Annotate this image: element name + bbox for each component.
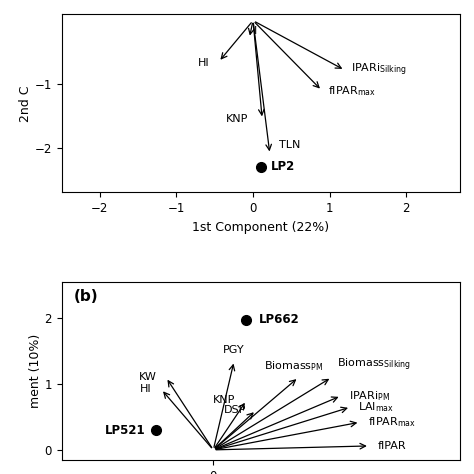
Text: Biomass$_\mathregular{Silking}$: Biomass$_\mathregular{Silking}$ bbox=[337, 356, 410, 373]
Text: fIPAR$_\mathregular{max}$: fIPAR$_\mathregular{max}$ bbox=[328, 84, 376, 98]
Text: I: I bbox=[254, 27, 257, 36]
Text: TLN: TLN bbox=[279, 140, 301, 150]
Text: DSP: DSP bbox=[224, 405, 246, 415]
Text: LP662: LP662 bbox=[259, 313, 300, 326]
Text: KNP: KNP bbox=[226, 114, 248, 124]
Text: fIPAR: fIPAR bbox=[377, 441, 406, 451]
Text: IPARi$_\mathregular{Silking}$: IPARi$_\mathregular{Silking}$ bbox=[351, 62, 407, 78]
Text: HI: HI bbox=[198, 58, 210, 68]
Y-axis label: 2nd C: 2nd C bbox=[19, 85, 32, 122]
Text: PGY: PGY bbox=[223, 346, 245, 356]
Text: LAI$_\mathregular{max}$: LAI$_\mathregular{max}$ bbox=[358, 400, 394, 414]
Text: KW: KW bbox=[138, 372, 156, 382]
Text: HI: HI bbox=[140, 384, 152, 394]
Text: fIPAR$_\mathregular{max}$: fIPAR$_\mathregular{max}$ bbox=[368, 415, 416, 429]
Text: Biomass$_\mathregular{PM}$: Biomass$_\mathregular{PM}$ bbox=[264, 359, 324, 373]
Text: LP521: LP521 bbox=[104, 424, 145, 437]
X-axis label: 1st Component (22%): 1st Component (22%) bbox=[192, 221, 329, 234]
Text: KNP: KNP bbox=[213, 395, 235, 405]
Y-axis label: ment (10%): ment (10%) bbox=[28, 334, 42, 408]
Text: IPARi$_\mathregular{PM}$: IPARi$_\mathregular{PM}$ bbox=[349, 389, 390, 402]
Text: (b): (b) bbox=[73, 289, 98, 304]
Text: LP2: LP2 bbox=[271, 161, 295, 173]
